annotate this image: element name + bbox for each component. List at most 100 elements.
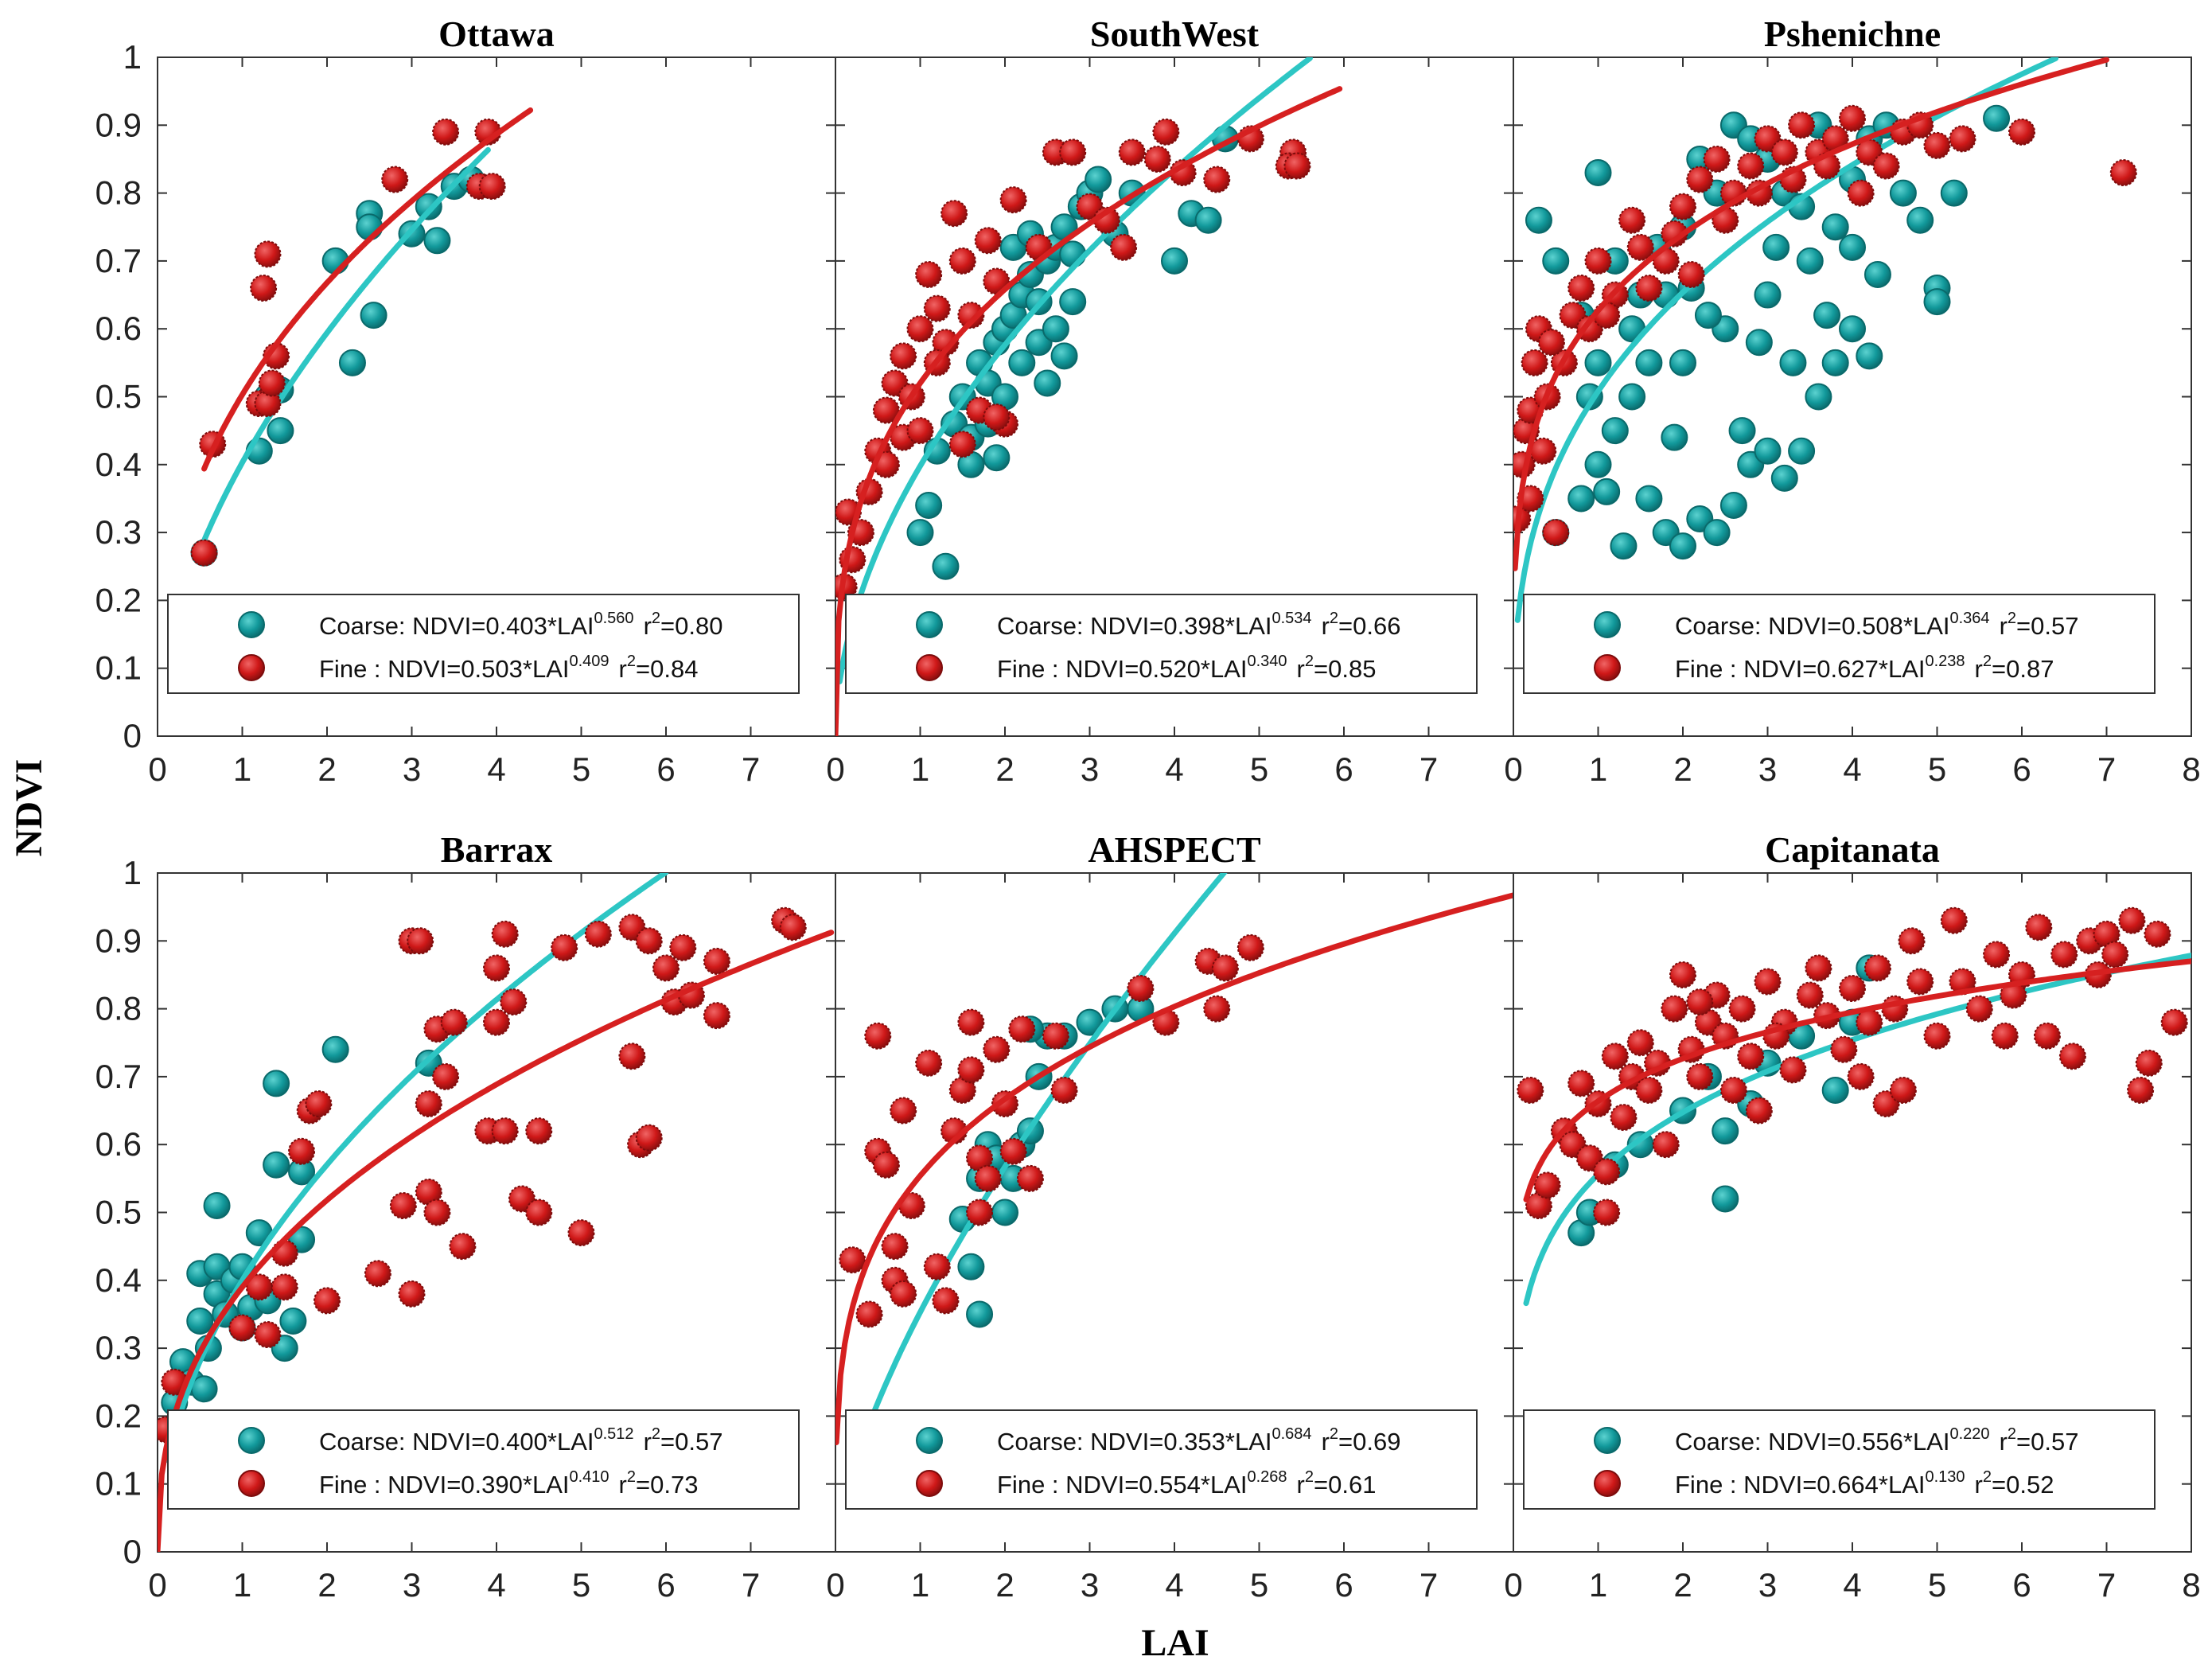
coarse-legend-marker — [1594, 611, 1621, 638]
fine-legend-r-sup: 2 — [1305, 653, 1314, 670]
x-axis-label: LAI — [1141, 1622, 1209, 1664]
fine-legend-marker — [238, 654, 265, 681]
fine-point — [906, 315, 934, 343]
fine-point — [1694, 1008, 1722, 1036]
y-tick-label: 0.7 — [95, 1058, 142, 1095]
fine-point — [1593, 1158, 1621, 1186]
y-tick-label: 0.6 — [95, 1125, 142, 1163]
y-axis-label: NDVI — [8, 759, 50, 857]
fine-fit-line — [1513, 57, 2109, 571]
fine-point — [1525, 1191, 1552, 1219]
fine-point — [1626, 1029, 1654, 1057]
fine-point — [432, 1062, 460, 1090]
fine-point — [1669, 961, 1696, 988]
fine-point — [398, 1280, 426, 1308]
x-tick-label: 5 — [1250, 750, 1268, 788]
fine-point — [2058, 1043, 2086, 1070]
fine-legend-r2: =0.61 — [1314, 1471, 1376, 1499]
x-tick-label: 1 — [233, 750, 251, 788]
fine-point — [1889, 1076, 1917, 1104]
fine-point — [389, 1191, 417, 1219]
coarse-point — [203, 1191, 231, 1219]
fine-point — [1830, 1035, 1858, 1063]
coarse-legend-label: Coarse: NDVI=0.400*LAI — [319, 1428, 594, 1456]
coarse-point — [1584, 159, 1612, 187]
coarse-point — [1525, 206, 1552, 234]
coarse-fit-line — [1523, 953, 2191, 1307]
coarse-point — [1584, 450, 1612, 478]
legend-ottawa: Coarse: NDVI=0.403*LAI0.560 r2=0.80 Fine :… — [167, 594, 800, 694]
fine-point — [966, 1199, 994, 1226]
fine-legend-exponent: 0.340 — [1247, 653, 1287, 670]
coarse-legend-exponent: 0.220 — [1950, 1425, 1990, 1443]
x-tick-label: 8 — [2182, 1566, 2200, 1604]
fine-point — [839, 1246, 866, 1274]
y-tick-label: 0.8 — [95, 990, 142, 1027]
fine-point — [906, 417, 934, 445]
coarse-point — [1059, 240, 1087, 268]
fine-point — [1737, 1043, 1765, 1070]
x-tick-label: 7 — [1419, 1566, 1438, 1604]
coarse-legend-r-sup: 2 — [652, 610, 660, 627]
coarse-legend-text: Coarse: NDVI=0.403*LAI0.560 r2=0.80 — [319, 610, 722, 640]
fine-point — [1898, 927, 1926, 955]
coarse-legend-r2: =0.80 — [660, 612, 722, 640]
fine-point — [999, 1137, 1027, 1165]
coarse-point — [1669, 349, 1696, 376]
fine-legend-r-sup: 2 — [1305, 1468, 1314, 1486]
fine-point — [1584, 247, 1612, 275]
fine-fit-line — [201, 107, 534, 472]
fine-point — [779, 914, 807, 941]
fine-point — [584, 920, 612, 948]
coarse-point — [1856, 342, 1883, 370]
fine-point — [1559, 302, 1587, 329]
coarse-point — [932, 552, 960, 580]
fine-legend-text: Fine : NDVI=0.503*LAI0.409 r2=0.84 — [319, 653, 698, 683]
fine-legend-r: r — [1297, 1471, 1305, 1499]
fine-point — [1016, 1164, 1044, 1192]
y-tick-label: 0.2 — [95, 581, 142, 618]
x-tick-label: 0 — [148, 750, 166, 788]
coarse-legend-text: Coarse: NDVI=0.400*LAI0.512 r2=0.57 — [319, 1425, 722, 1456]
fine-point — [974, 227, 1002, 255]
x-tick-label: 1 — [1589, 750, 1607, 788]
fine-point — [2144, 920, 2171, 948]
coarse-legend-exponent: 0.512 — [594, 1425, 634, 1443]
coarse-legend-text: Coarse: NDVI=0.508*LAI0.364 r2=0.57 — [1675, 610, 2078, 640]
x-tick-label: 4 — [1165, 1566, 1183, 1604]
fine-point — [407, 927, 434, 955]
panel-title-ottawa: Ottawa — [438, 14, 555, 54]
x-tick-label: 0 — [148, 1566, 166, 1604]
fine-point — [999, 186, 1027, 214]
fine-point — [1618, 206, 1646, 234]
fine-legend-text: Fine : NDVI=0.554*LAI0.268 r2=0.61 — [997, 1468, 1376, 1499]
coarse-legend-marker — [238, 611, 265, 638]
coarse-legend-r2: =0.57 — [2016, 612, 2078, 640]
fine-point — [1863, 954, 1891, 982]
fine-point — [423, 1199, 451, 1226]
x-tick-label: 3 — [1758, 1566, 1777, 1604]
fine-point — [525, 1199, 553, 1226]
fine-point — [2025, 914, 2053, 941]
fine-point — [1821, 125, 1849, 153]
coarse-legend-r-sup: 2 — [2008, 610, 2016, 627]
y-tick-label: 1 — [123, 854, 142, 891]
panel-title-capitanata: Capitanata — [1765, 829, 1940, 870]
coarse-point — [1839, 233, 1866, 261]
y-tick-label: 0.4 — [95, 446, 142, 483]
legend-box — [167, 1409, 800, 1510]
fine-point — [618, 1043, 646, 1070]
fine-point — [1686, 1062, 1714, 1090]
fine-point — [1991, 1022, 2019, 1050]
y-tick-label: 0 — [123, 717, 142, 754]
x-tick-label: 6 — [656, 1566, 675, 1604]
coarse-legend-text: Coarse: NDVI=0.398*LAI0.534 r2=0.66 — [997, 610, 1400, 640]
coarse-point — [1194, 206, 1222, 234]
coarse-legend-r2: =0.57 — [2016, 1428, 2078, 1456]
fine-point — [2118, 906, 2146, 934]
x-tick-label: 0 — [1504, 750, 1522, 788]
coarse-legend-exponent: 0.364 — [1950, 610, 1990, 627]
coarse-point — [957, 1253, 985, 1280]
fine-point — [983, 1035, 1011, 1063]
